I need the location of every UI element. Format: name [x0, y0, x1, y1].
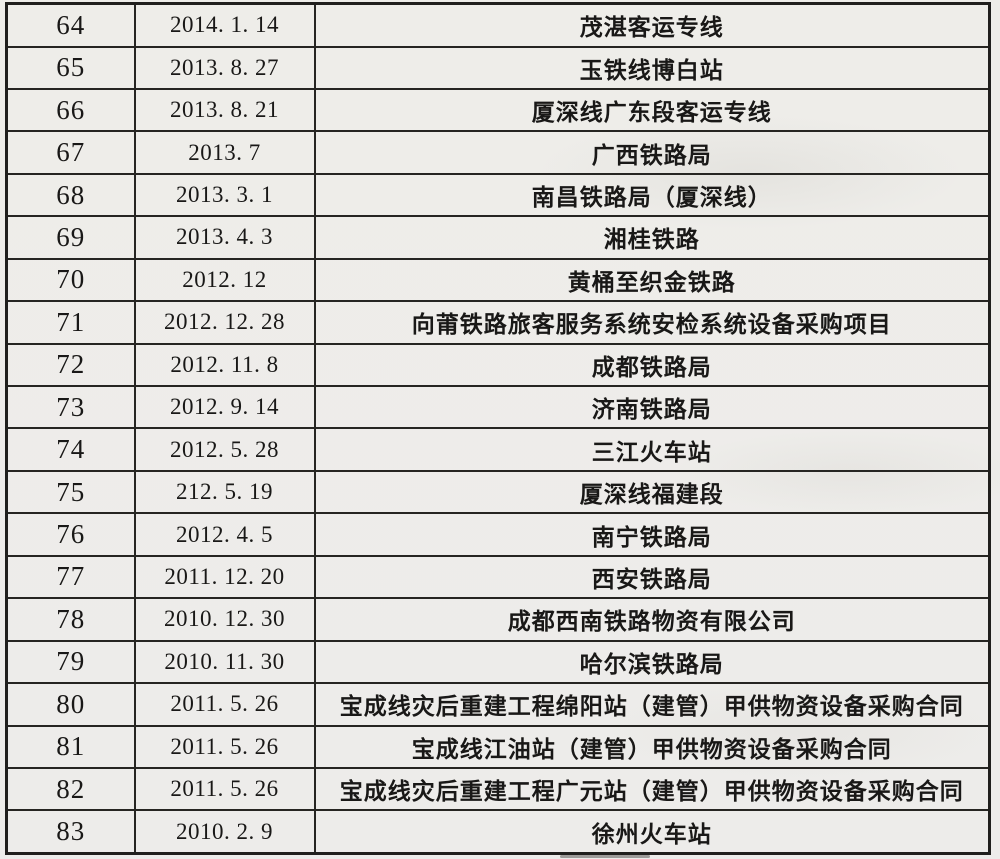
description-cell: 宝成线灾后重建工程广元站（建管）甲供物资设备采购合同 [313, 766, 991, 812]
table-row: 66 2013. 8. 21 厦深线广东段客运专线 [5, 87, 991, 133]
description-cell: 成都铁路局 [313, 342, 991, 388]
table-row: 76 2012. 4. 5 南宁铁路局 [5, 512, 991, 557]
date-cell: 2011. 12. 20 [133, 554, 316, 600]
description-cell: 三江火车站 [313, 427, 991, 472]
date-cell: 2012. 11. 8 [133, 342, 316, 388]
date-cell: 2010. 11. 30 [133, 639, 316, 685]
description-cell: 湘桂铁路 [313, 215, 991, 260]
serial-number-cell: 73 [5, 385, 136, 430]
description-cell: 济南铁路局 [313, 385, 991, 430]
serial-number-cell: 70 [5, 257, 136, 303]
table-row: 75 212. 5. 19 厦深线福建段 [5, 469, 991, 515]
table-row: 83 2010. 2. 9 徐州火车站 [5, 809, 991, 855]
date-cell: 2013. 8. 27 [133, 45, 316, 90]
serial-number-cell: 79 [5, 639, 136, 685]
table-row: 72 2012. 11. 8 成都铁路局 [5, 342, 991, 388]
table-row: 71 2012. 12. 28 向莆铁路旅客服务系统安检系统设备采购项目 [5, 300, 991, 345]
serial-number-cell: 80 [5, 682, 136, 727]
table-row: 64 2014. 1. 14 茂湛客运专线 [5, 2, 991, 48]
date-cell: 2012. 9. 14 [133, 385, 316, 430]
serial-number-cell: 69 [5, 215, 136, 260]
table-row: 80 2011. 5. 26 宝成线灾后重建工程绵阳站（建管）甲供物资设备采购合… [5, 682, 991, 727]
table-row: 78 2010. 12. 30 成都西南铁路物资有限公司 [5, 597, 991, 642]
serial-number-cell: 72 [5, 342, 136, 388]
table-row: 70 2012. 12 黄桶至织金铁路 [5, 257, 991, 303]
serial-number-cell: 83 [5, 809, 136, 855]
serial-number-cell: 67 [5, 130, 136, 175]
date-cell: 2011. 5. 26 [133, 724, 316, 769]
description-cell: 成都西南铁路物资有限公司 [313, 597, 991, 642]
date-cell: 2012. 12 [133, 257, 316, 303]
serial-number-cell: 68 [5, 172, 136, 218]
date-cell: 2013. 7 [133, 130, 316, 175]
description-cell: 黄桶至织金铁路 [313, 257, 991, 303]
table-row: 69 2013. 4. 3 湘桂铁路 [5, 215, 991, 260]
serial-number-cell: 66 [5, 87, 136, 133]
table-row: 79 2010. 11. 30 哈尔滨铁路局 [5, 639, 991, 685]
serial-number-cell: 76 [5, 512, 136, 557]
table-row: 74 2012. 5. 28 三江火车站 [5, 427, 991, 472]
description-cell: 茂湛客运专线 [313, 2, 991, 48]
date-cell: 2014. 1. 14 [133, 2, 316, 48]
serial-number-cell: 81 [5, 724, 136, 769]
table-row: 67 2013. 7 广西铁路局 [5, 130, 991, 175]
description-cell: 厦深线福建段 [313, 469, 991, 515]
description-cell: 西安铁路局 [313, 554, 991, 600]
serial-number-cell: 78 [5, 597, 136, 642]
date-cell: 2012. 5. 28 [133, 427, 316, 472]
date-cell: 2010. 12. 30 [133, 597, 316, 642]
date-cell: 212. 5. 19 [133, 469, 316, 515]
description-cell: 厦深线广东段客运专线 [313, 87, 991, 133]
description-cell: 玉铁线博白站 [313, 45, 991, 90]
serial-number-cell: 82 [5, 766, 136, 812]
description-cell: 徐州火车站 [313, 809, 991, 855]
date-cell: 2010. 2. 9 [133, 809, 316, 855]
serial-number-cell: 77 [5, 554, 136, 600]
description-cell: 宝成线灾后重建工程绵阳站（建管）甲供物资设备采购合同 [313, 682, 991, 727]
description-cell: 向莆铁路旅客服务系统安检系统设备采购项目 [313, 300, 991, 345]
serial-number-cell: 74 [5, 427, 136, 472]
description-cell: 哈尔滨铁路局 [313, 639, 991, 685]
table-row: 65 2013. 8. 27 玉铁线博白站 [5, 45, 991, 90]
serial-number-cell: 71 [5, 300, 136, 345]
description-cell: 广西铁路局 [313, 130, 991, 175]
date-cell: 2011. 5. 26 [133, 766, 316, 812]
table-row: 77 2011. 12. 20 西安铁路局 [5, 554, 991, 600]
table-body: 64 2014. 1. 14 茂湛客运专线 65 2013. 8. 27 玉铁线… [5, 2, 991, 855]
date-cell: 2013. 4. 3 [133, 215, 316, 260]
date-cell: 2011. 5. 26 [133, 682, 316, 727]
description-cell: 南昌铁路局（厦深线） [313, 172, 991, 218]
date-cell: 2012. 4. 5 [133, 512, 316, 557]
date-cell: 2012. 12. 28 [133, 300, 316, 345]
description-cell: 宝成线江油站（建管）甲供物资设备采购合同 [313, 724, 991, 769]
date-cell: 2013. 3. 1 [133, 172, 316, 218]
description-cell: 南宁铁路局 [313, 512, 991, 557]
table-row: 81 2011. 5. 26 宝成线江油站（建管）甲供物资设备采购合同 [5, 724, 991, 769]
table-row: 82 2011. 5. 26 宝成线灾后重建工程广元站（建管）甲供物资设备采购合… [5, 766, 991, 812]
serial-number-cell: 64 [5, 2, 136, 48]
date-cell: 2013. 8. 21 [133, 87, 316, 133]
contract-list-table: 64 2014. 1. 14 茂湛客运专线 65 2013. 8. 27 玉铁线… [5, 2, 991, 855]
serial-number-cell: 75 [5, 469, 136, 515]
scan-artifact [560, 855, 650, 858]
table-row: 68 2013. 3. 1 南昌铁路局（厦深线） [5, 172, 991, 218]
serial-number-cell: 65 [5, 45, 136, 90]
table-row: 73 2012. 9. 14 济南铁路局 [5, 385, 991, 430]
